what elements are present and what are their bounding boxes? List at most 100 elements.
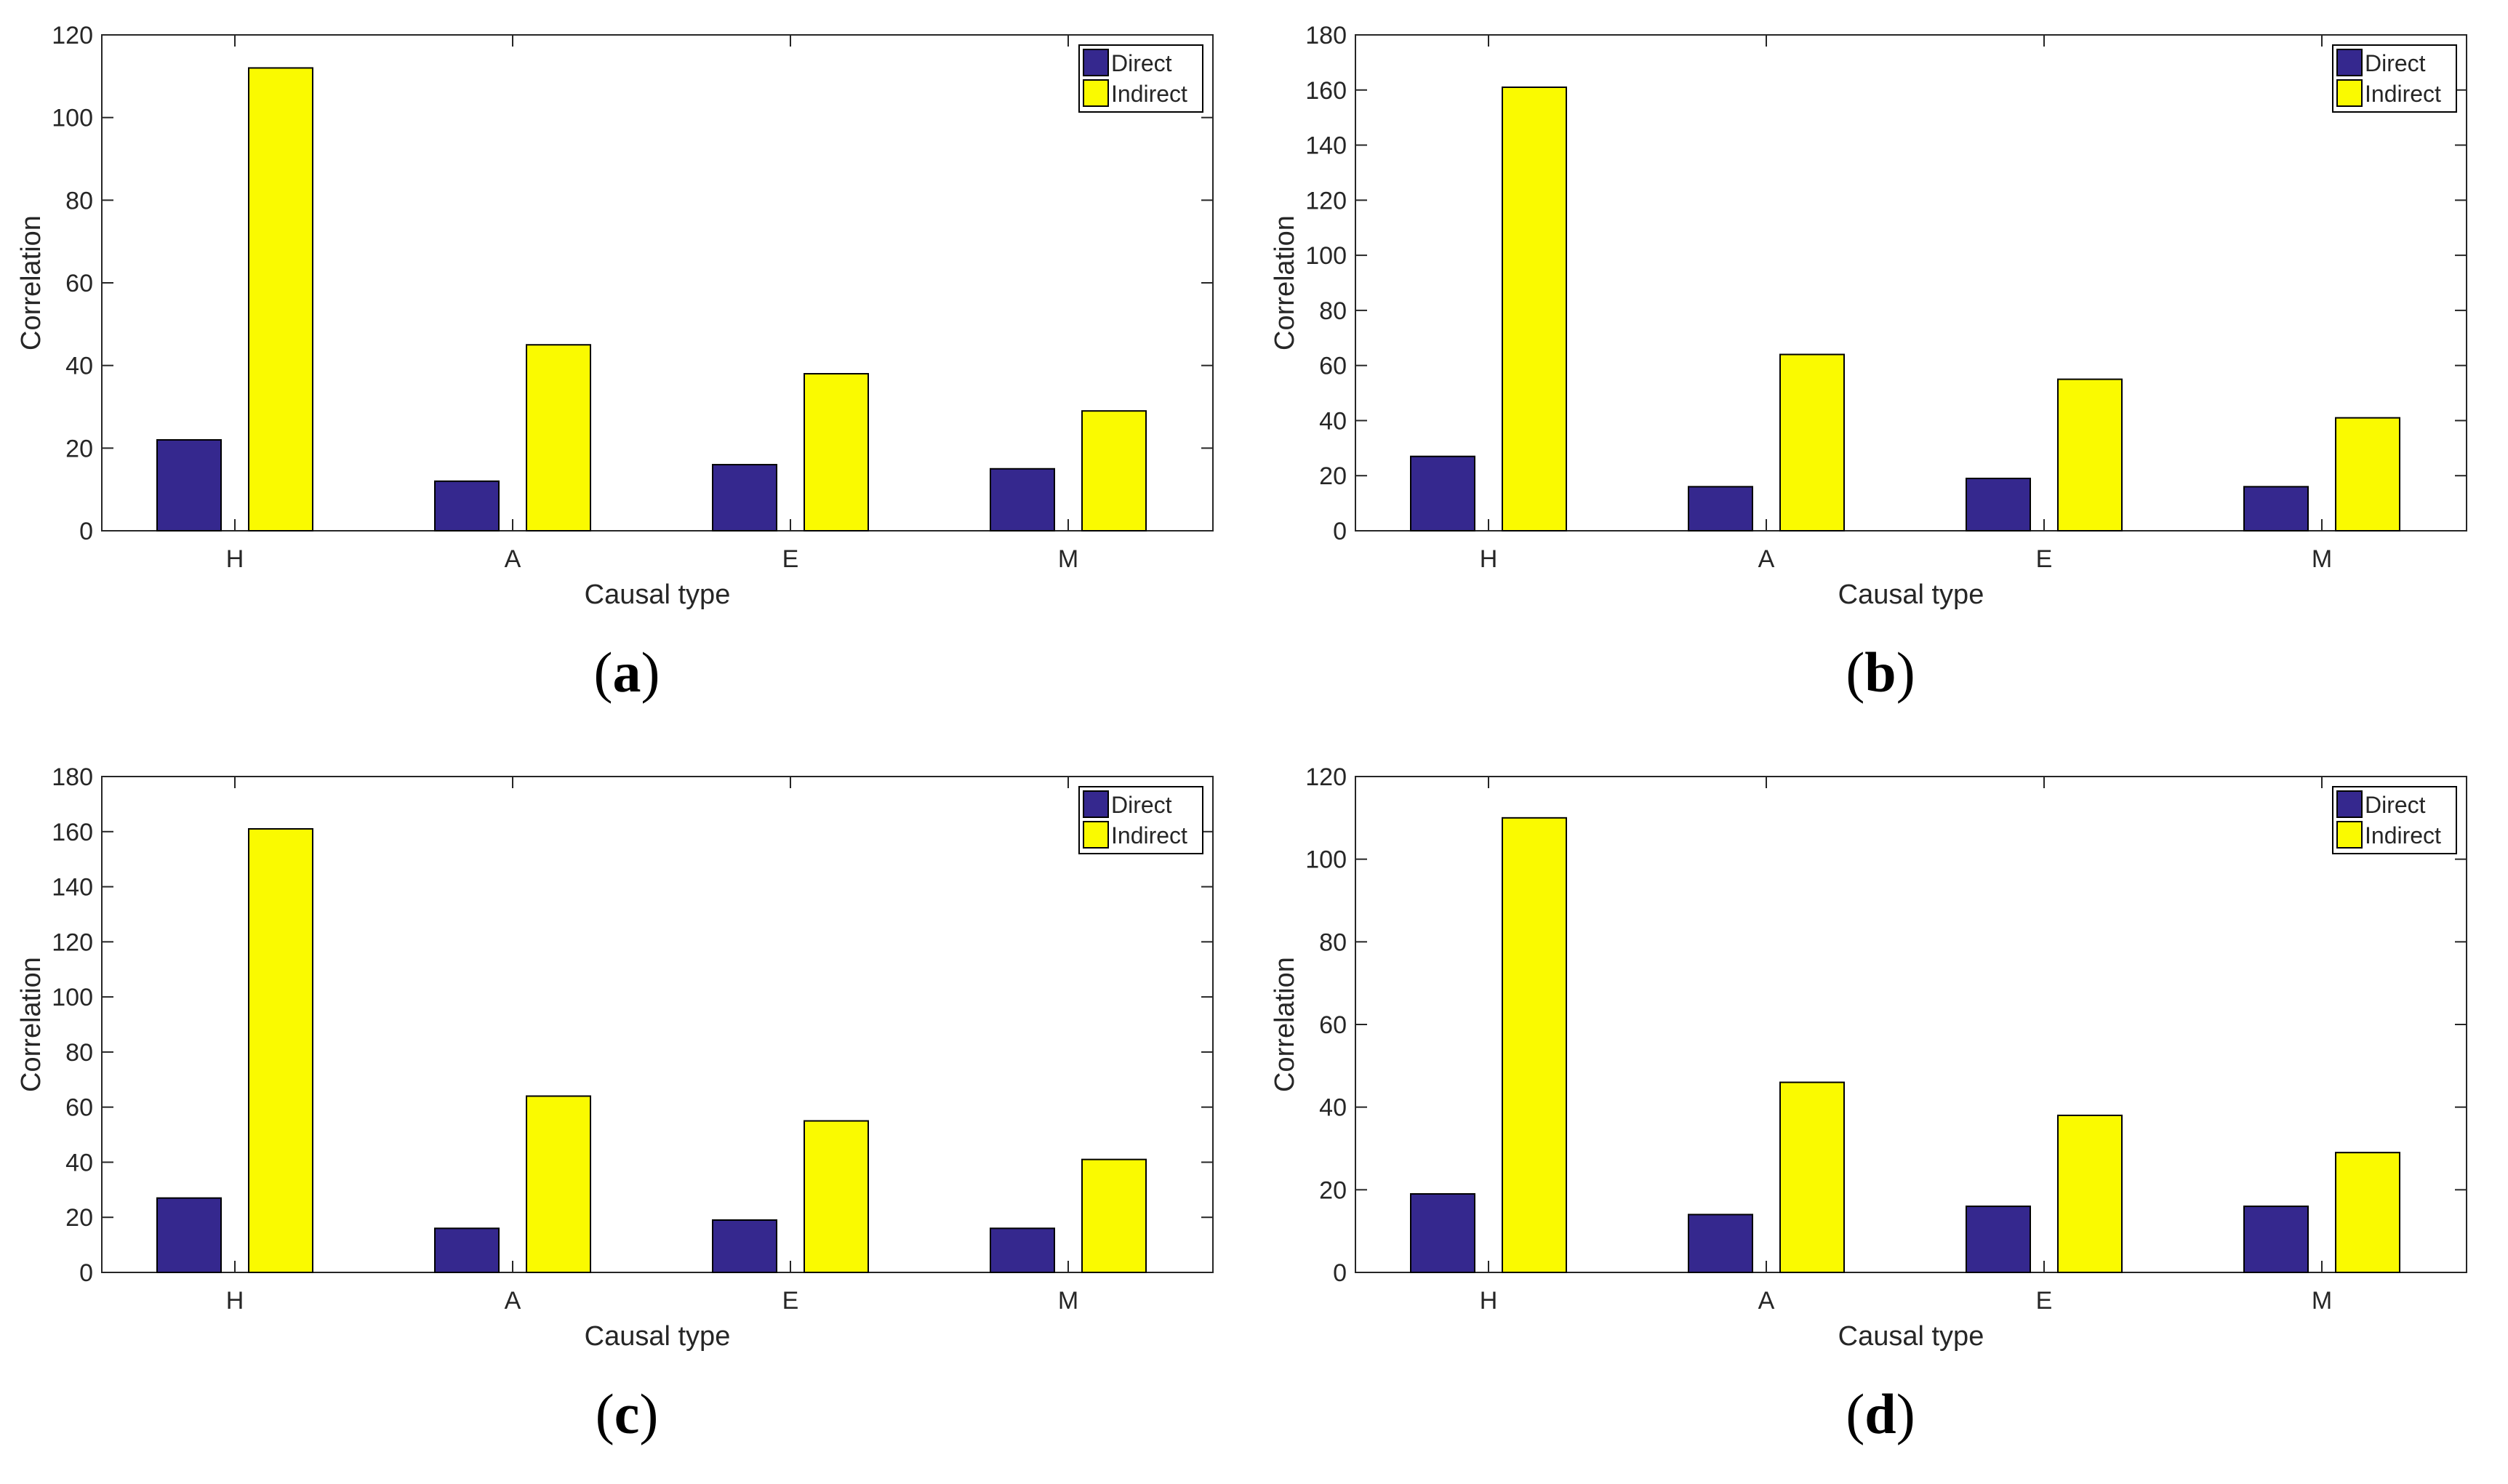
legend-swatch-indirect <box>2336 821 2363 849</box>
bar-indirect-a <box>526 1095 591 1273</box>
bar-indirect-h <box>248 827 313 1273</box>
x-tick-label: A <box>1758 1287 1775 1315</box>
legend-swatch-indirect <box>1083 79 1109 107</box>
y-axis-label: Correlation <box>1270 215 1300 350</box>
bar-indirect-e <box>2057 378 2123 532</box>
legend-label-direct: Direct <box>1111 792 1172 818</box>
bar-direct-e <box>712 464 777 532</box>
legend-swatch-direct <box>2336 49 2363 76</box>
y-tick-label: 60 <box>65 1094 93 1122</box>
bar-indirect-m <box>2335 1152 2400 1274</box>
bar-direct-h <box>1410 1193 1475 1273</box>
legend-swatch-direct <box>1083 49 1109 76</box>
y-tick-label: 60 <box>1319 1011 1347 1039</box>
bar-chart-c: 0 20 40 60 80 100 120 140 160 180 H A E M Causal type C… <box>16 763 1214 1352</box>
x-tick-label: H <box>226 545 244 573</box>
bar-direct-e <box>1966 1206 2031 1273</box>
y-tick-label: 60 <box>65 270 93 297</box>
y-tick-label: 120 <box>52 928 93 956</box>
x-tick-label: E <box>2036 545 2053 573</box>
y-tick-label: 120 <box>1305 763 1347 791</box>
bar-indirect-e <box>804 1120 869 1273</box>
bar-direct-h <box>1410 455 1475 532</box>
legend-label-direct: Direct <box>2365 792 2426 818</box>
x-axis-label: Causal type <box>1838 1321 1984 1352</box>
y-tick-label: 160 <box>52 819 93 846</box>
y-tick-label: 100 <box>52 984 93 1011</box>
x-tick-label: M <box>1058 1287 1078 1315</box>
panel-caption-c: (c) <box>595 1382 659 1445</box>
bar-direct-e <box>1966 478 2031 532</box>
x-tick-label: M <box>2312 545 2332 573</box>
bar-chart-d: 0 20 40 60 80 100 120 H A E M Causal type Correlatio… <box>1270 763 2467 1352</box>
x-tick-label: H <box>226 1287 244 1315</box>
y-tick-label: 120 <box>1305 187 1347 214</box>
y-tick-label: 0 <box>79 518 93 545</box>
legend-label-direct: Direct <box>1111 50 1172 76</box>
panel-d: 0 20 40 60 80 100 120 H A E M Causal type Correlatio… <box>1254 742 2507 1483</box>
legend-swatch-direct <box>2336 790 2363 818</box>
bar-direct-m <box>990 1227 1055 1274</box>
legend-label-indirect: Indirect <box>2365 81 2441 107</box>
panel-caption-b: (b) <box>1846 641 1915 704</box>
y-tick-label: 40 <box>1319 1094 1347 1122</box>
bar-direct-a <box>1688 486 1753 532</box>
legend-swatch-direct <box>1083 790 1109 818</box>
bar-indirect-h <box>1502 817 1567 1274</box>
y-tick-label: 60 <box>1319 353 1347 380</box>
bar-indirect-m <box>1081 410 1147 532</box>
x-tick-label: E <box>782 1287 799 1315</box>
legend-label-indirect: Indirect <box>1111 81 1187 107</box>
bar-indirect-a <box>1779 353 1845 532</box>
panel-label-b: b <box>1864 641 1896 704</box>
bar-indirect-h <box>1502 86 1567 532</box>
x-axis-label: Causal type <box>585 1321 731 1352</box>
bar-direct-h <box>156 438 222 532</box>
panel-label-d: d <box>1864 1382 1896 1445</box>
legend-label-direct: Direct <box>2365 50 2426 76</box>
legend-label-indirect: Indirect <box>2365 822 2441 849</box>
panel-caption-d: (d) <box>1846 1382 1915 1445</box>
x-tick-label: H <box>1480 545 1498 573</box>
bar-indirect-e <box>804 373 869 532</box>
panel-caption-a: (a) <box>593 641 660 704</box>
bar-chart-a: 0 20 40 60 80 100 120 H A E M Causal type Correlatio… <box>16 22 1214 610</box>
bar-direct-a <box>434 1227 500 1274</box>
y-tick-label: 20 <box>1319 462 1347 490</box>
panel-label-a: a <box>612 641 641 704</box>
y-tick-label: 180 <box>52 763 93 791</box>
bar-chart-b: 0 20 40 60 80 100 120 140 160 180 H A E M Causal type C… <box>1270 22 2467 610</box>
x-axis-label: Causal type <box>585 579 731 610</box>
y-tick-label: 0 <box>1333 518 1347 545</box>
y-tick-label: 0 <box>79 1259 93 1287</box>
bar-direct-m <box>2243 486 2309 532</box>
y-tick-label: 100 <box>1305 846 1347 874</box>
y-tick-label: 140 <box>52 874 93 902</box>
bar-direct-e <box>712 1219 777 1273</box>
legend-label-indirect: Indirect <box>1111 822 1187 849</box>
bar-indirect-h <box>248 67 313 532</box>
y-tick-label: 0 <box>1333 1259 1347 1287</box>
y-tick-label: 40 <box>65 1149 93 1176</box>
y-tick-label: 100 <box>52 105 93 132</box>
y-tick-label: 20 <box>1319 1176 1347 1204</box>
x-tick-label: M <box>1058 545 1078 573</box>
y-tick-label: 120 <box>52 22 93 49</box>
x-tick-label: E <box>782 545 799 573</box>
y-tick-label: 80 <box>1319 928 1347 956</box>
x-tick-label: H <box>1480 1287 1498 1315</box>
x-tick-label: M <box>2312 1287 2332 1315</box>
y-tick-label: 100 <box>1305 242 1347 270</box>
y-tick-label: 20 <box>65 1204 93 1232</box>
panel-c: 0 20 40 60 80 100 120 140 160 180 H A E M Causal type C… <box>0 742 1254 1483</box>
panel-a: 0 20 40 60 80 100 120 H A E M Causal type Correlatio… <box>0 0 1254 742</box>
bar-direct-a <box>434 480 500 532</box>
x-axis-label: Causal type <box>1838 579 1984 610</box>
y-axis-label: Correlation <box>16 215 47 350</box>
x-tick-label: A <box>505 1287 521 1315</box>
x-tick-label: A <box>505 545 521 573</box>
panel-label-c: c <box>614 1382 640 1445</box>
y-axis-label: Correlation <box>16 957 47 1092</box>
bar-direct-m <box>990 468 1055 532</box>
